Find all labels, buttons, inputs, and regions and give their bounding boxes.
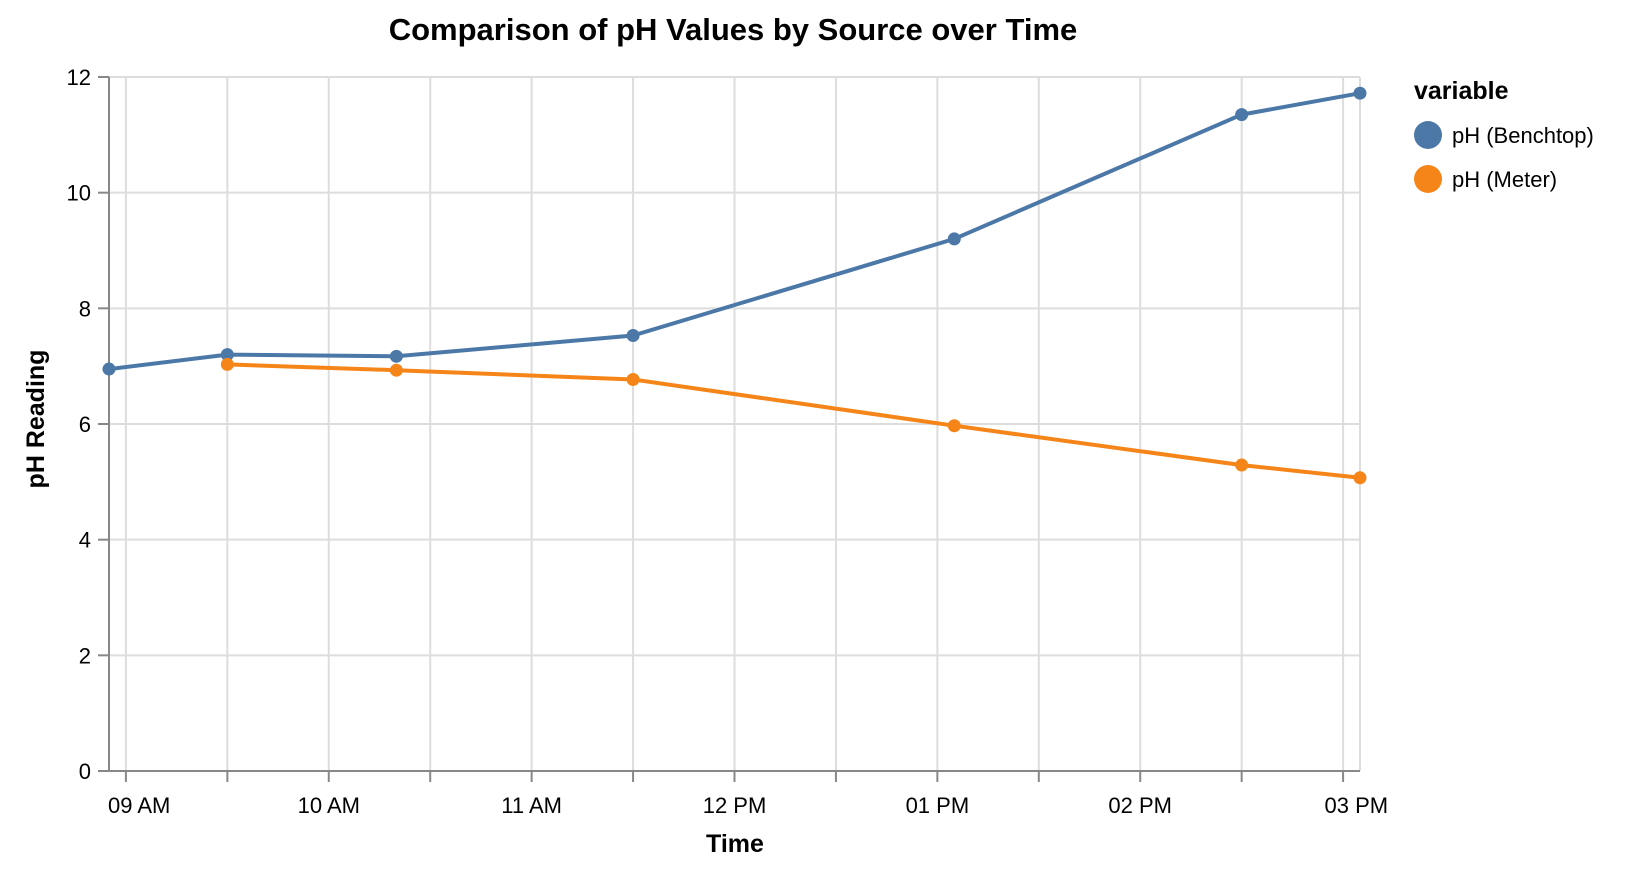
legend-label: pH (Benchtop) — [1452, 123, 1594, 148]
data-point[interactable] — [1235, 458, 1249, 472]
x-tick-label: 03 PM — [1325, 793, 1389, 818]
series-line — [227, 362, 1361, 480]
data-point[interactable] — [220, 348, 234, 362]
y-tick-label: 6 — [79, 412, 91, 437]
legend-symbol — [1414, 165, 1442, 193]
data-point[interactable] — [947, 419, 961, 433]
x-axis-title: Time — [706, 830, 764, 858]
y-tick-label: 12 — [67, 65, 91, 90]
data-point[interactable] — [102, 362, 116, 376]
series-1 — [220, 357, 1367, 485]
y-tick-label: 2 — [79, 643, 91, 668]
data-point[interactable] — [626, 372, 640, 386]
y-tick-label: 10 — [67, 181, 91, 206]
data-point[interactable] — [947, 232, 961, 246]
chart-title: Comparison of pH Values by Source over T… — [389, 12, 1078, 47]
y-tick-label: 0 — [79, 759, 91, 784]
axes: 0 2 4 6 8 10 12 09 AM 10 AM 11 AM 12 PM 01 PM 02 PM 0… — [67, 65, 1389, 818]
x-tick-label: 10 AM — [298, 793, 360, 818]
series-layer — [102, 86, 1367, 485]
data-point[interactable] — [389, 363, 403, 377]
legend-title: variable — [1414, 77, 1509, 105]
x-tick-label: 02 PM — [1108, 793, 1172, 818]
legend-symbol — [1414, 121, 1442, 149]
x-tick-label: 01 PM — [906, 793, 970, 818]
legend-label: pH (Meter) — [1452, 167, 1557, 192]
x-tick-label: 09 AM — [108, 793, 170, 818]
data-point[interactable] — [1353, 86, 1367, 100]
y-tick-label: 8 — [79, 296, 91, 321]
x-tick-label: 12 PM — [703, 793, 767, 818]
data-point[interactable] — [1353, 471, 1367, 485]
legend: variable pH (Benchtop) pH (Meter) — [1414, 77, 1594, 193]
data-point[interactable] — [626, 329, 640, 343]
data-point[interactable] — [220, 357, 234, 371]
x-tick-label: 11 AM — [501, 793, 562, 818]
data-point[interactable] — [389, 349, 403, 363]
data-point[interactable] — [1235, 108, 1249, 122]
y-axis-title: pH Reading — [22, 350, 50, 489]
grid — [109, 76, 1361, 772]
series-0 — [102, 86, 1367, 376]
y-tick-label: 4 — [79, 528, 91, 553]
